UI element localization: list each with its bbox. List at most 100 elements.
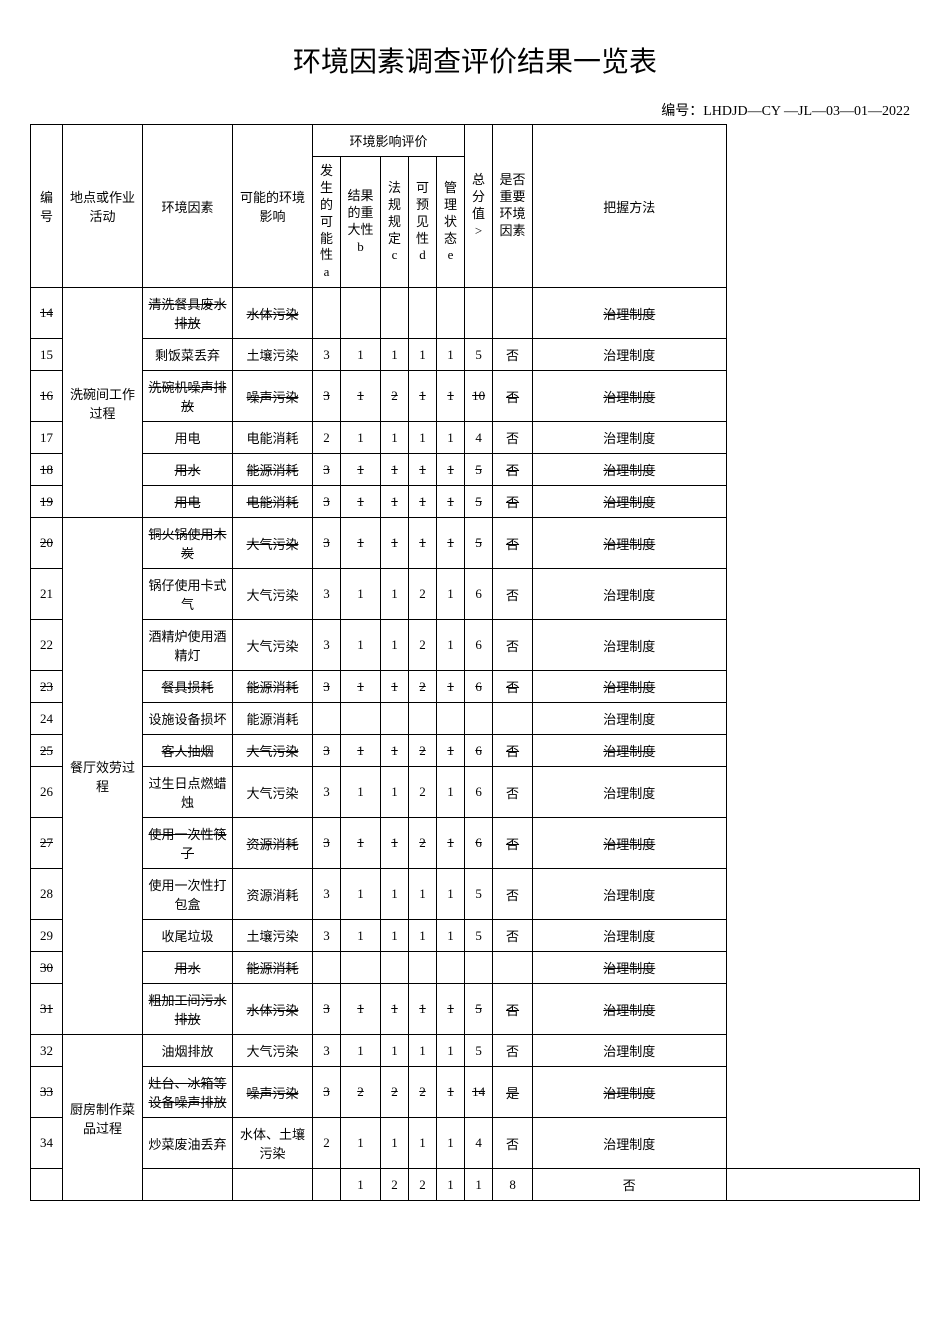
table-row: 14洗碗间工作过程清洗餐具废水排放水体污染治理制度: [31, 288, 920, 339]
row-d: 2: [409, 767, 437, 818]
row-keyfactor: 是: [493, 1067, 533, 1118]
row-d: 1: [409, 920, 437, 952]
header-total: 总分值>: [465, 125, 493, 288]
row-e: 1: [437, 1118, 465, 1169]
row-total: 8: [493, 1169, 533, 1201]
row-index: 17: [31, 422, 63, 454]
row-method: 治理制度: [533, 735, 726, 767]
row-total: 6: [465, 620, 493, 671]
row-b: 1: [341, 1118, 381, 1169]
row-a: 3: [313, 735, 341, 767]
row-factor: 灶台、冰箱等设备噪声排放: [143, 1067, 233, 1118]
row-keyfactor: 否: [493, 735, 533, 767]
row-d: 1: [409, 486, 437, 518]
row-impact: 大气污染: [233, 767, 313, 818]
row-impact: 噪声污染: [233, 371, 313, 422]
row-impact: 土壤污染: [233, 339, 313, 371]
row-factor: 酒精炉使用酒精灯: [143, 620, 233, 671]
row-b: 1: [341, 620, 381, 671]
row-e: [437, 703, 465, 735]
row-method: 治理制度: [533, 767, 726, 818]
header-evaluation-group: 环境影响评价: [313, 125, 465, 157]
row-method: 治理制度: [533, 486, 726, 518]
row-method: 治理制度: [533, 371, 726, 422]
row-a: 3: [313, 569, 341, 620]
row-impact: 能源消耗: [233, 671, 313, 703]
row-index: 33: [31, 1067, 63, 1118]
row-keyfactor: [493, 703, 533, 735]
page-title: 环境因素调查评价结果一览表: [30, 40, 920, 80]
table-row: 21锅仔使用卡式气大气污染311216否治理制度: [31, 569, 920, 620]
row-e: 1: [437, 620, 465, 671]
row-total: 6: [465, 569, 493, 620]
row-d: 1: [409, 1118, 437, 1169]
row-b: 1: [341, 869, 381, 920]
row-c: 1: [381, 818, 409, 869]
row-total: [465, 703, 493, 735]
table-row: 24设施设备损坏能源消耗治理制度: [31, 703, 920, 735]
table-row: 27使用一次性筷子资源消耗311216否治理制度: [31, 818, 920, 869]
row-factor: 设施设备损坏: [143, 703, 233, 735]
row-method: 治理制度: [533, 422, 726, 454]
row-method: 治理制度: [533, 984, 726, 1035]
table-row: 30用水能源消耗治理制度: [31, 952, 920, 984]
row-b: [341, 288, 381, 339]
row-b: 1: [341, 486, 381, 518]
row-total: 5: [465, 869, 493, 920]
row-keyfactor: 否: [493, 620, 533, 671]
row-method: 治理制度: [533, 288, 726, 339]
row-index: 30: [31, 952, 63, 984]
document-number: 编号：LHDJD—CY —JL—03—01—2022: [30, 100, 920, 120]
header-keyfactor: 是否重要环境因素: [493, 125, 533, 288]
row-b: 1: [341, 671, 381, 703]
row-a: 3: [313, 869, 341, 920]
row-c: 1: [381, 518, 409, 569]
row-factor: 用电: [143, 486, 233, 518]
row-e: 1: [437, 671, 465, 703]
row-impact: 资源消耗: [233, 869, 313, 920]
row-b: 1: [341, 454, 381, 486]
row-method: 治理制度: [533, 818, 726, 869]
row-factor: 客人抽烟: [143, 735, 233, 767]
row-total: 5: [465, 339, 493, 371]
row-c: 1: [381, 671, 409, 703]
row-method: 治理制度: [533, 569, 726, 620]
row-keyfactor: 否: [493, 920, 533, 952]
row-method: 治理制度: [533, 869, 726, 920]
row-index: 22: [31, 620, 63, 671]
row-total: 5: [465, 1035, 493, 1067]
table-row: 33灶台、冰箱等设备噪声排放噪声污染3222114是治理制度: [31, 1067, 920, 1118]
row-factor: 铜火锅使用木炭: [143, 518, 233, 569]
row-a: 3: [313, 818, 341, 869]
row-a: 3: [313, 486, 341, 518]
row-c: 1: [381, 1118, 409, 1169]
row-index: 34: [31, 1118, 63, 1169]
row-e: [437, 952, 465, 984]
row-impact: [313, 1169, 341, 1201]
row-a: [313, 952, 341, 984]
row-index: [31, 1169, 63, 1201]
row-impact: 大气污染: [233, 1035, 313, 1067]
row-total: 5: [465, 920, 493, 952]
row-d: 1: [409, 518, 437, 569]
row-method: 治理制度: [533, 703, 726, 735]
row-d: [409, 952, 437, 984]
row-b: 1: [341, 518, 381, 569]
row-index: 24: [31, 703, 63, 735]
row-impact: 能源消耗: [233, 454, 313, 486]
table-row: 25客人抽烟大气污染311216否治理制度: [31, 735, 920, 767]
row-total: 14: [465, 1067, 493, 1118]
row-b: [341, 952, 381, 984]
row-e: 1: [437, 518, 465, 569]
row-a: 3: [313, 920, 341, 952]
row-index: 28: [31, 869, 63, 920]
row-index: 20: [31, 518, 63, 569]
row-c: 2: [381, 371, 409, 422]
row-impact: 噪声污染: [233, 1067, 313, 1118]
row-c: 2: [409, 1169, 437, 1201]
row-c: 2: [381, 1067, 409, 1118]
row-keyfactor: 否: [493, 1118, 533, 1169]
row-c: 1: [381, 422, 409, 454]
table-row: 122118否: [31, 1169, 920, 1201]
row-c: 1: [381, 984, 409, 1035]
